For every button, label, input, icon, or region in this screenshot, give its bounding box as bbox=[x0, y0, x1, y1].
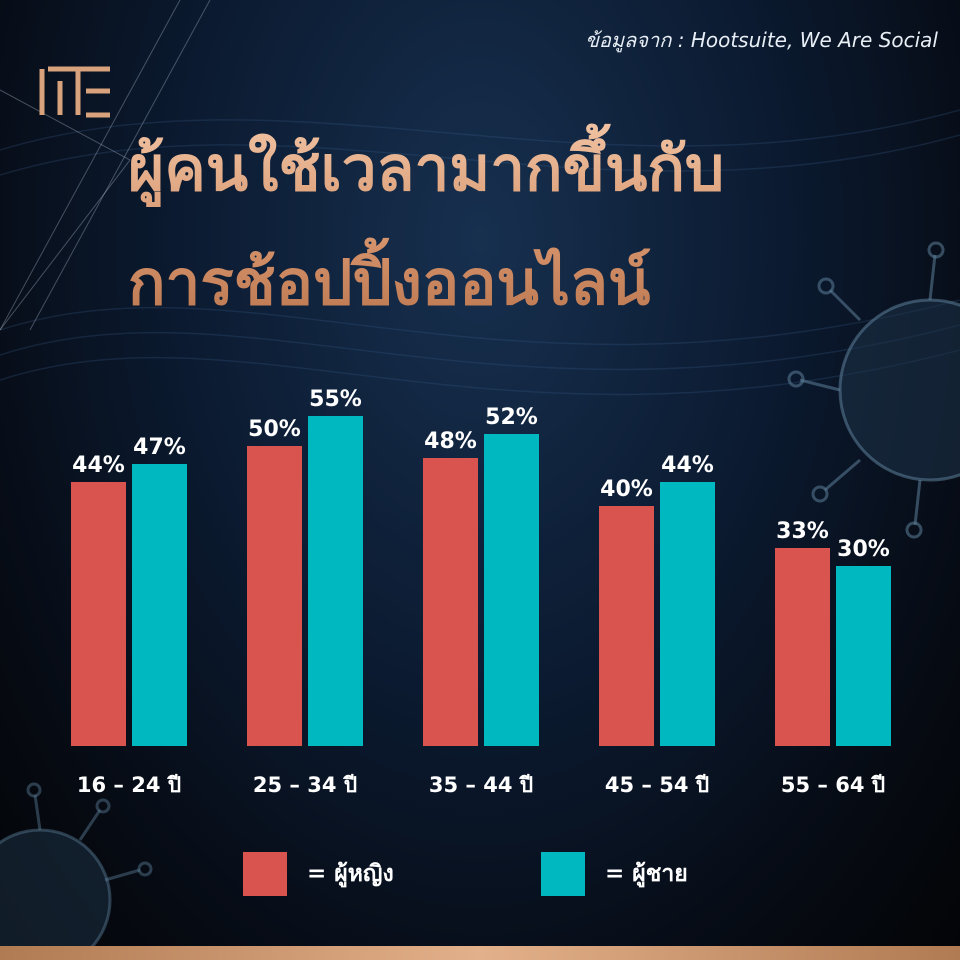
data-label-male-3: 52% bbox=[485, 405, 538, 430]
legend-item-female: = ผู้หญิง bbox=[243, 852, 394, 896]
data-label-female-4: 40% bbox=[600, 477, 653, 502]
category-label-5: 55 – 64 ปี bbox=[781, 773, 885, 797]
source-credit: ข้อมูลจาก : Hootsuite, We Are Social bbox=[585, 28, 938, 52]
legend-item-male: = ผู้ชาย bbox=[541, 852, 688, 896]
brand-logo-icon bbox=[39, 66, 110, 118]
category-label-2: 25 – 34 ปี bbox=[253, 773, 357, 797]
virus-icon-bottom bbox=[0, 782, 153, 960]
bar-female-3 bbox=[423, 458, 478, 746]
virus-icon bbox=[787, 241, 960, 539]
bar-female-2 bbox=[247, 446, 302, 746]
footer-accent-bar bbox=[0, 946, 960, 960]
legend-label-male: = ผู้ชาย bbox=[605, 861, 688, 887]
bar-female-4 bbox=[599, 506, 654, 746]
wave-lines bbox=[0, 109, 960, 396]
category-label-4: 45 – 54 ปี bbox=[605, 773, 709, 797]
bar-male-1 bbox=[132, 464, 187, 746]
legend-swatch-male bbox=[541, 852, 585, 896]
data-label-female-5: 33% bbox=[776, 519, 829, 544]
data-label-male-2: 55% bbox=[309, 387, 362, 412]
legend-label-female: = ผู้หญิง bbox=[307, 861, 394, 887]
data-label-male-4: 44% bbox=[661, 453, 714, 478]
data-label-male-1: 47% bbox=[133, 435, 186, 460]
data-label-female-2: 50% bbox=[248, 417, 301, 442]
bar-male-3 bbox=[484, 434, 539, 746]
bar-male-2 bbox=[308, 416, 363, 746]
bar-male-5 bbox=[836, 566, 891, 746]
data-label-female-1: 44% bbox=[72, 453, 125, 478]
category-label-3: 35 – 44 ปี bbox=[429, 773, 533, 797]
bar-female-1 bbox=[71, 482, 126, 746]
category-label-1: 16 – 24 ปี bbox=[77, 773, 181, 797]
legend-swatch-female bbox=[243, 852, 287, 896]
bar-male-4 bbox=[660, 482, 715, 746]
data-label-female-3: 48% bbox=[424, 429, 477, 454]
bar-female-5 bbox=[775, 548, 830, 746]
data-label-male-5: 30% bbox=[837, 537, 890, 562]
